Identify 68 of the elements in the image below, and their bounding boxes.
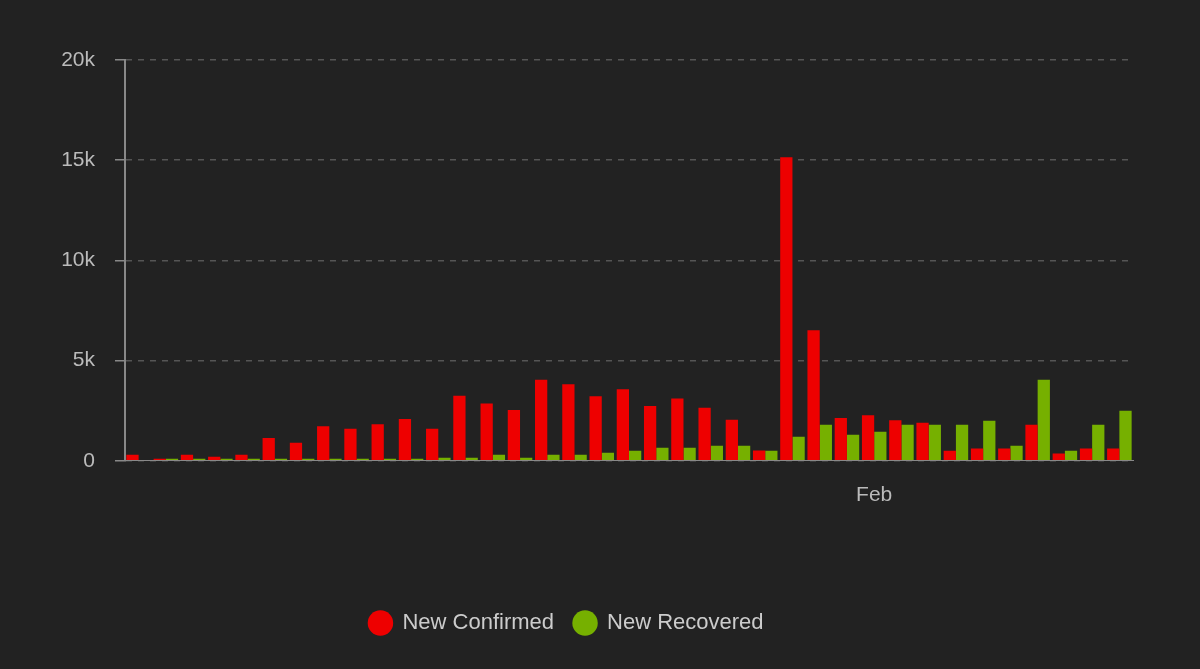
bar xyxy=(683,447,696,461)
bar xyxy=(1119,410,1132,461)
bar xyxy=(725,419,738,461)
y-tick-label: 10k xyxy=(61,247,96,271)
bar xyxy=(535,379,548,461)
bar xyxy=(1010,445,1023,461)
bar xyxy=(317,426,330,461)
y-tick-label: 5k xyxy=(72,347,96,371)
legend-label: New Confirmed xyxy=(402,609,555,635)
x-tick-label: Feb xyxy=(856,482,893,506)
bar xyxy=(998,448,1011,461)
bar xyxy=(574,454,587,461)
bar xyxy=(507,410,521,461)
bar xyxy=(792,436,805,461)
bar xyxy=(1052,453,1065,461)
bar xyxy=(737,445,751,461)
y-tick-label: 0 xyxy=(83,447,95,471)
bar xyxy=(1092,424,1105,461)
bar xyxy=(426,428,439,461)
bar xyxy=(656,447,669,461)
bar xyxy=(846,434,860,461)
bar xyxy=(480,403,493,461)
y-tick-label: 20k xyxy=(61,46,96,70)
bar xyxy=(601,452,615,461)
bar xyxy=(629,450,642,461)
bar xyxy=(398,419,412,461)
legend-label: New Recovered xyxy=(607,609,764,635)
bar xyxy=(943,450,956,461)
bar xyxy=(874,431,887,461)
bar xyxy=(671,398,684,461)
bar xyxy=(710,445,723,461)
y-tick-label: 15k xyxy=(61,147,96,170)
bar xyxy=(765,450,778,461)
bar xyxy=(1064,450,1078,461)
bar xyxy=(861,415,875,461)
bar xyxy=(371,424,384,461)
bar xyxy=(889,420,902,461)
bar xyxy=(819,424,832,461)
bar xyxy=(262,437,275,461)
bar xyxy=(1079,448,1093,461)
bar xyxy=(180,454,194,461)
bar xyxy=(344,428,357,461)
bar xyxy=(492,454,506,461)
bar xyxy=(126,454,139,461)
bar xyxy=(616,389,629,461)
bar xyxy=(1107,448,1120,461)
bar xyxy=(547,454,560,461)
bar xyxy=(453,395,466,461)
bar xyxy=(698,407,711,461)
bar xyxy=(589,396,602,461)
bar xyxy=(901,424,914,461)
bar xyxy=(1037,379,1050,461)
bar xyxy=(928,424,941,461)
bar xyxy=(438,457,451,461)
bar xyxy=(643,405,657,461)
bar xyxy=(1025,424,1038,461)
bar xyxy=(834,417,847,461)
bar xyxy=(916,422,929,461)
bar xyxy=(752,450,766,461)
bar xyxy=(807,330,820,461)
bar xyxy=(970,448,984,461)
bar xyxy=(289,442,303,461)
bar xyxy=(208,456,221,461)
bar xyxy=(235,454,248,461)
bar xyxy=(562,384,575,461)
bar xyxy=(955,424,969,461)
bar xyxy=(983,420,996,461)
bar xyxy=(780,157,793,461)
